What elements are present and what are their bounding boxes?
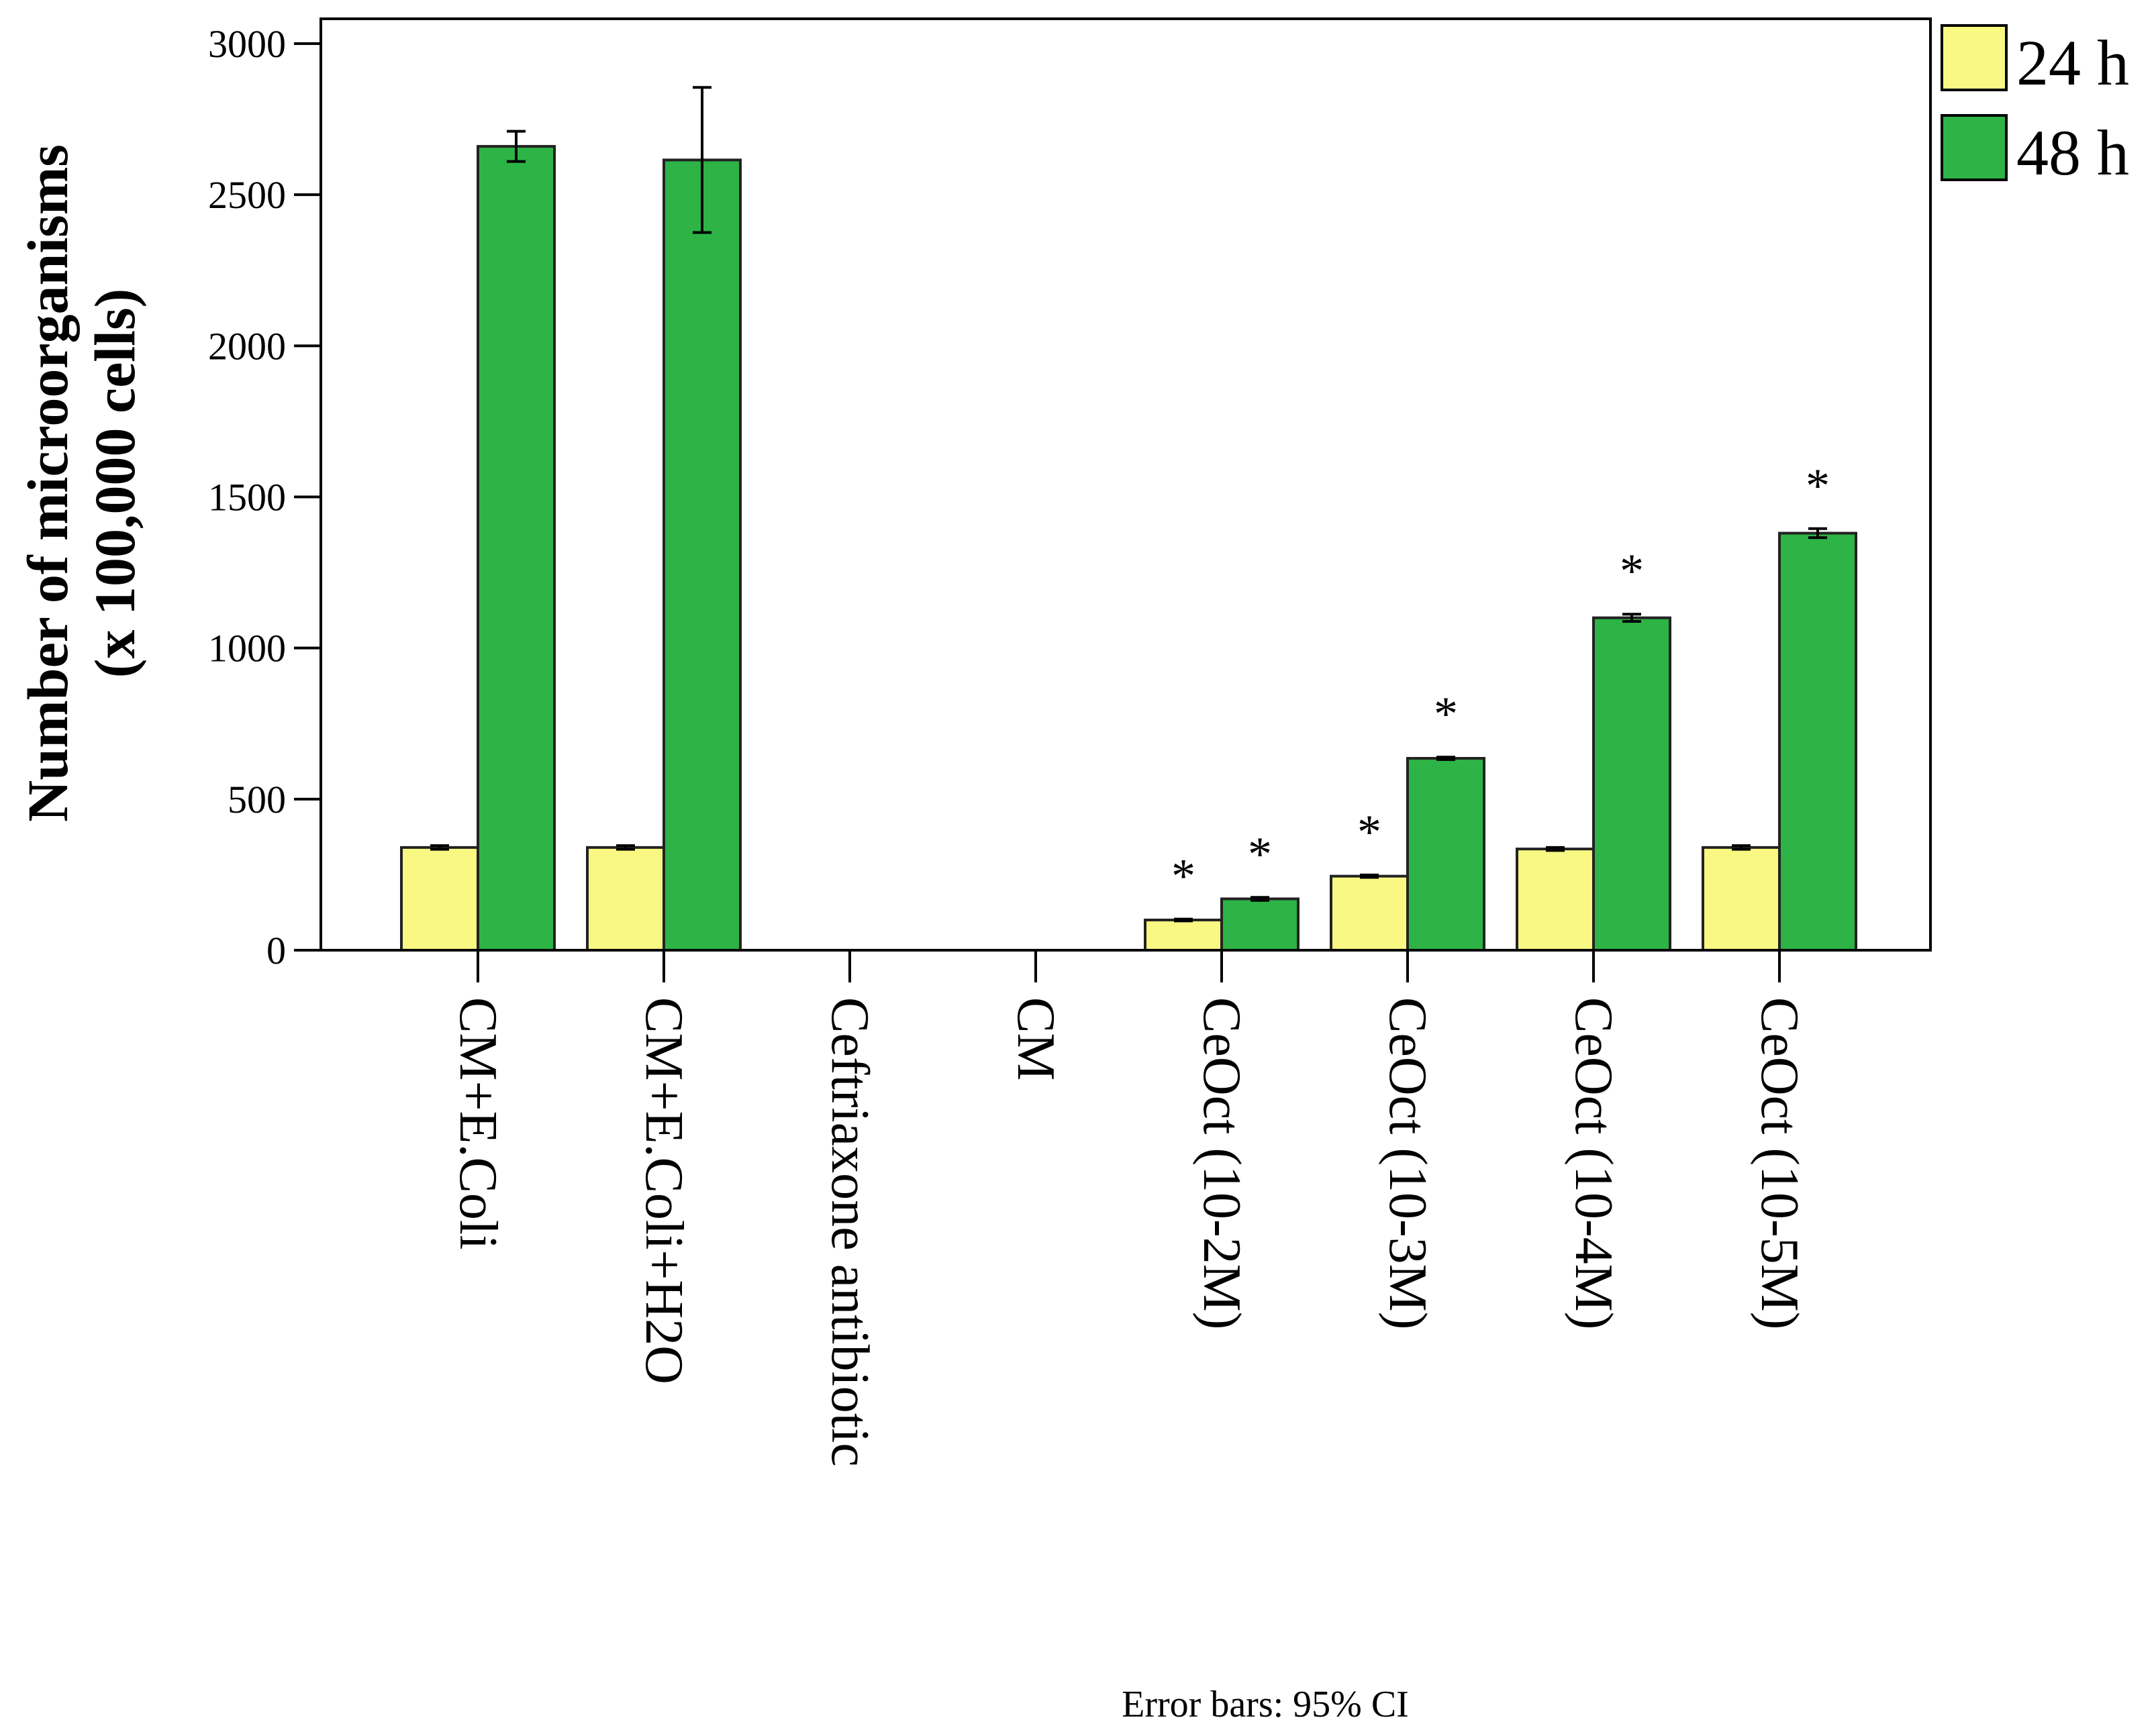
significance-markers: * * * * * *: [1171, 459, 1830, 903]
significance-star: *: [1357, 805, 1381, 859]
bar-48h-6: [1592, 616, 1671, 952]
bar-48h-1: [663, 158, 742, 952]
y-tick-label: 0: [266, 929, 286, 972]
bar-24h-1: [586, 846, 665, 952]
category-label-7: CeOct (10-5M): [1750, 997, 1809, 1329]
category-label-5: CeOct (10-3M): [1378, 997, 1437, 1329]
legend-swatch-48h: [1941, 114, 2008, 181]
bar-24h-7: [1702, 846, 1781, 952]
bar-48h-7: [1778, 531, 1857, 952]
error-bar-24h-5: [1360, 873, 1379, 879]
error-bar-24h-7: [1732, 844, 1751, 851]
error-bars-footnote: Error bars: 95% CI: [1122, 1684, 1409, 1725]
category-label-2: Ceftriaxone antibiotic: [820, 997, 879, 1467]
category-label-6: CeOct (10-4M): [1564, 997, 1623, 1329]
significance-star: *: [1171, 850, 1195, 903]
error-bar-48h-6: [1622, 613, 1641, 623]
significance-star: *: [1248, 827, 1272, 881]
legend-swatch-24h: [1941, 24, 2008, 91]
x-axis-ticks: [477, 950, 1781, 982]
legend-label-24h: 24 h: [2016, 27, 2129, 99]
error-bar-24h-0: [430, 844, 449, 851]
bar-24h-4: [1144, 918, 1223, 952]
y-tick-label: 1000: [208, 627, 286, 670]
bar-48h-0: [477, 145, 556, 952]
error-bar-48h-4: [1251, 896, 1269, 902]
y-tick-label: 3000: [208, 22, 286, 66]
y-axis-label-line1: Number of microorganisms: [15, 144, 80, 822]
bar-48h-4: [1220, 897, 1300, 952]
bar-24h-6: [1516, 848, 1595, 952]
bar-48h-5: [1406, 757, 1485, 952]
category-label-3: CM: [1006, 997, 1065, 1081]
bars: [400, 145, 1857, 952]
legend: 24 h 48 h: [1941, 24, 2129, 189]
y-tick-label: 2000: [208, 324, 286, 368]
error-bar-24h-1: [616, 844, 635, 851]
error-bar-48h-5: [1436, 756, 1455, 761]
error-bar-24h-4: [1174, 917, 1193, 923]
error-bar-24h-6: [1546, 846, 1565, 852]
category-labels: CM+E.Coli CM+E.Coli+H2O Ceftriaxone antibi…: [448, 997, 1809, 1467]
category-label-1: CM+E.Coli+H2O: [634, 997, 693, 1384]
y-tick-label: 500: [228, 778, 286, 821]
error-bar-48h-1: [693, 86, 712, 234]
y-tick-label: 2500: [208, 173, 286, 217]
y-axis-ticks: 0 500 1000 1500 2000 2500 3000: [208, 22, 321, 972]
legend-label-48h: 48 h: [2016, 117, 2129, 189]
y-tick-label: 1500: [208, 476, 286, 519]
significance-star: *: [1806, 459, 1830, 513]
significance-star: *: [1434, 687, 1458, 741]
bar-24h-0: [400, 846, 479, 952]
error-bar-48h-7: [1808, 527, 1827, 540]
plot-frame: [320, 17, 1932, 952]
error-bars: [430, 86, 1827, 923]
error-bar-48h-0: [507, 130, 526, 163]
y-axis-label-line2: (x 100,000 cells): [83, 289, 147, 678]
category-label-0: CM+E.Coli: [448, 997, 507, 1250]
significance-star: *: [1620, 544, 1644, 598]
category-label-4: CeOct (10-2M): [1192, 997, 1251, 1329]
bar-24h-5: [1330, 874, 1409, 952]
